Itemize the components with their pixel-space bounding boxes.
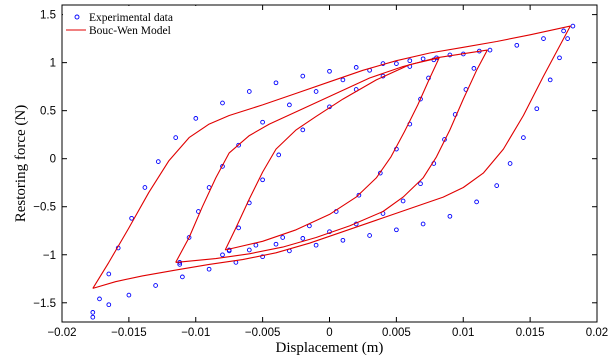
x-axis-label: Displacement (m) (276, 340, 384, 356)
model-loop-1 (92, 25, 571, 289)
experimental-point (260, 177, 265, 183)
x-tick-label: 0.01 (452, 327, 474, 339)
experimental-point (447, 213, 453, 219)
x-tick-label: −0.005 (245, 327, 281, 339)
experimental-point (418, 96, 423, 102)
experimental-point (273, 80, 279, 86)
experimental-point (155, 159, 161, 164)
experimental-point (260, 254, 265, 260)
experimental-point (340, 237, 346, 243)
experimental-point (514, 42, 520, 48)
x-ticks: −0.02 −0.015 −0.01 −0.005 0 0.005 0.01 0.015 0.0… (47, 5, 608, 339)
experimental-point (534, 106, 540, 112)
experimental-point (106, 271, 112, 277)
experimental-point (193, 116, 199, 121)
experimental-point (418, 181, 423, 187)
x-tick-label: 0.005 (382, 327, 411, 339)
experimental-point (327, 68, 332, 74)
experimental-point (206, 266, 212, 272)
experimental-point (236, 225, 241, 231)
experimental-point (287, 102, 292, 108)
experimental-point (471, 66, 477, 71)
experimental-point (313, 242, 319, 248)
experimental-point (521, 135, 526, 140)
legend-marker-experimental (74, 14, 80, 20)
series-model (92, 25, 571, 289)
experimental-point (236, 142, 241, 148)
experimental-point (300, 236, 306, 241)
experimental-point (561, 28, 566, 34)
experimental-point (394, 61, 399, 66)
y-tick-label: 1.5 (40, 10, 56, 22)
experimental-point (280, 235, 286, 240)
experimental-point (300, 127, 306, 133)
y-tick-label: 0.5 (40, 106, 56, 118)
experimental-point (90, 314, 96, 320)
y-tick-label: −1 (43, 250, 56, 262)
legend-label-model: Bouc-Wen Model (89, 25, 171, 37)
x-tick-label: −0.015 (111, 327, 147, 339)
x-tick-label: 0.015 (516, 327, 545, 339)
experimental-point (367, 233, 372, 238)
experimental-point (180, 274, 185, 280)
y-ticks: −1.5 −1 −0.5 0 0.5 1 1.5 (33, 10, 597, 310)
experimental-point (173, 135, 179, 140)
experimental-point (97, 296, 102, 302)
plot-area (61, 4, 598, 323)
legend-box (63, 6, 203, 38)
experimental-point (276, 152, 282, 158)
experimental-point (541, 36, 546, 41)
experimental-point (246, 89, 252, 94)
experimental-point (557, 55, 562, 61)
experimental-point (340, 77, 346, 83)
experimental-point (420, 56, 426, 62)
legend-label-experimental: Experimental data (89, 12, 173, 24)
experimental-point (220, 252, 225, 258)
legend: Experimental data Bouc-Wen Model (63, 6, 203, 38)
x-tick-label: −0.01 (181, 327, 210, 339)
experimental-point (494, 183, 500, 188)
experimental-point (129, 215, 134, 221)
experimental-point (260, 119, 265, 125)
experimental-point (142, 185, 148, 190)
x-tick-label: 0 (326, 327, 332, 339)
experimental-point (474, 199, 479, 205)
y-axis-label: Restoring force (N) (13, 105, 29, 222)
y-tick-label: −0.5 (33, 202, 56, 214)
experimental-point (273, 241, 279, 247)
experimental-point (220, 100, 225, 106)
experimental-point (300, 73, 306, 79)
experimental-point (356, 192, 362, 198)
experimental-point (186, 235, 192, 240)
experimental-point (394, 227, 399, 233)
experimental-point (507, 161, 513, 166)
model-loop-2 (175, 49, 488, 263)
x-tick-label: −0.02 (47, 327, 76, 339)
experimental-point (400, 198, 406, 204)
experimental-point (407, 58, 413, 64)
experimental-point (106, 302, 112, 308)
experimental-point (565, 36, 570, 41)
model-loop-3 (224, 57, 440, 251)
experimental-point (420, 221, 426, 227)
experimental-point (246, 247, 252, 253)
experimental-point (487, 47, 493, 53)
series-layer (90, 23, 576, 320)
y-tick-label: −1.5 (33, 298, 56, 310)
plot-frame (61, 4, 598, 323)
experimental-point (570, 23, 576, 29)
experimental-point (353, 65, 359, 70)
experimental-point (153, 283, 158, 288)
experimental-point (126, 292, 132, 298)
experimental-point (547, 77, 553, 83)
experimental-point (90, 310, 96, 315)
y-tick-label: 1 (50, 58, 56, 70)
experimental-point (313, 89, 319, 94)
x-tick-label: 0.02 (586, 327, 608, 339)
y-tick-label: 0 (50, 154, 56, 166)
